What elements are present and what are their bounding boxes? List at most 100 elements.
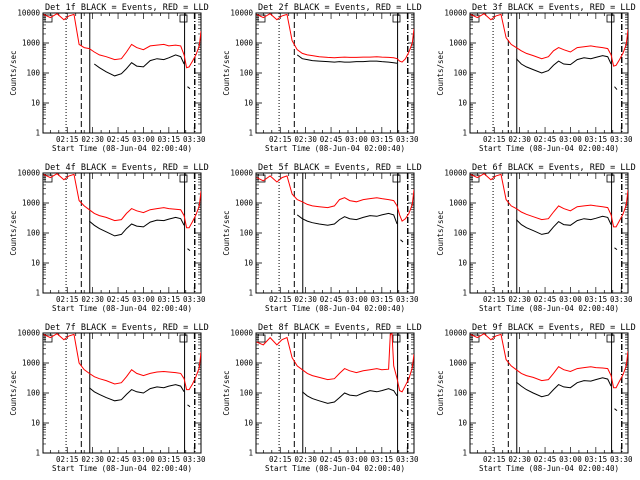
y-tick-label: 10000 — [17, 329, 40, 338]
x-tick-label: 03:15 — [585, 455, 608, 464]
series-line-events — [88, 384, 185, 402]
x-tick-label: 03:30 — [610, 135, 633, 144]
panel-title: Det 3f BLACK = Events, RED = LLD — [472, 3, 636, 13]
y-axis-label: Counts/sec — [222, 210, 231, 255]
y-tick-label: 1000 — [22, 359, 41, 368]
x-tick-label: 02:15 — [269, 295, 292, 304]
y-tick-label: 10 — [244, 99, 254, 108]
detector-panel: Det 3f BLACK = Events, RED = LLD 1 10 100 10… — [436, 3, 636, 153]
y-tick-label: 1 — [248, 129, 253, 138]
series-line-events_tail — [614, 86, 618, 90]
x-tick-label: 02:30 — [508, 455, 531, 464]
x-tick-label: 03:15 — [371, 455, 394, 464]
series-line-events — [296, 212, 398, 226]
series-line-events_tail — [187, 404, 191, 408]
y-tick-label: 1000 — [22, 39, 41, 48]
series-line-events — [515, 377, 612, 398]
series-line-lld — [43, 333, 201, 391]
corner-flag-box — [392, 334, 401, 343]
x-tick-label: 02:15 — [56, 455, 79, 464]
x-axis-label: Start Time (08-Jun-04 02:00:40) — [52, 144, 192, 153]
x-tick-label: 02:15 — [269, 135, 292, 144]
y-tick-label: 1 — [248, 449, 253, 458]
y-tick-label: 1 — [248, 289, 253, 298]
y-tick-label: 10000 — [444, 9, 467, 18]
y-axis-label: Counts/sec — [436, 50, 445, 95]
y-tick-label: 1000 — [235, 359, 254, 368]
x-tick-label: 02:15 — [269, 455, 292, 464]
corner-flag-box — [257, 14, 266, 23]
y-tick-label: 100 — [26, 229, 40, 238]
series-line-lld — [256, 333, 414, 393]
corner-flag-box — [606, 14, 615, 23]
series-line-events_tail — [187, 248, 191, 251]
detector-panel: Det 9f BLACK = Events, RED = LLD 1 10 100 10… — [436, 323, 636, 473]
panel-title: Det 2f BLACK = Events, RED = LLD — [258, 3, 422, 13]
corner-flag-box — [44, 334, 53, 343]
x-tick-label: 02:45 — [107, 295, 130, 304]
y-tick-label: 100 — [453, 69, 467, 78]
y-tick-label: 100 — [239, 389, 253, 398]
x-axis-label: Start Time (08-Jun-04 02:00:40) — [479, 304, 619, 313]
corner-flag-box — [606, 334, 615, 343]
x-tick-label: 02:30 — [81, 295, 104, 304]
x-tick-label: 03:30 — [396, 135, 419, 144]
y-axis-label: Counts/sec — [436, 370, 445, 415]
x-tick-label: 02:30 — [81, 135, 104, 144]
detector-panel: Det 4f BLACK = Events, RED = LLD 1 10 100 10… — [9, 163, 209, 313]
x-tick-label: 03:30 — [183, 295, 206, 304]
y-tick-label: 10 — [31, 99, 41, 108]
y-tick-label: 1000 — [449, 359, 468, 368]
series-line-events — [88, 216, 185, 237]
x-tick-label: 02:15 — [483, 295, 506, 304]
series-line-events — [296, 54, 398, 64]
x-tick-label: 03:30 — [183, 455, 206, 464]
corner-flag-box — [44, 174, 53, 183]
x-tick-label: 02:15 — [56, 135, 79, 144]
x-tick-label: 02:45 — [320, 455, 343, 464]
x-tick-label: 02:45 — [107, 455, 130, 464]
y-tick-label: 1000 — [449, 39, 468, 48]
corner-flag-box — [471, 14, 480, 23]
x-tick-label: 02:30 — [508, 295, 531, 304]
y-tick-label: 1 — [462, 289, 467, 298]
x-tick-label: 02:45 — [534, 295, 557, 304]
y-tick-label: 100 — [453, 229, 467, 238]
corner-flag-box — [471, 334, 480, 343]
detector-panel: Det 8f BLACK = Events, RED = LLD 1 10 100 10… — [222, 323, 422, 473]
y-tick-label: 100 — [26, 389, 40, 398]
series-line-events — [94, 54, 185, 77]
y-tick-label: 1 — [462, 449, 467, 458]
x-tick-label: 03:00 — [132, 455, 155, 464]
series-line-lld — [43, 173, 201, 229]
panel-title: Det 6f BLACK = Events, RED = LLD — [472, 163, 636, 173]
y-tick-label: 10000 — [444, 329, 467, 338]
x-axis-label: Start Time (08-Jun-04 02:00:40) — [52, 304, 192, 313]
y-tick-label: 10000 — [17, 169, 40, 178]
series-line-lld — [256, 13, 414, 63]
x-tick-label: 02:15 — [483, 455, 506, 464]
panel-title: Det 9f BLACK = Events, RED = LLD — [472, 323, 636, 333]
panel-title: Det 5f BLACK = Events, RED = LLD — [258, 163, 422, 173]
y-tick-label: 10000 — [230, 169, 253, 178]
series-line-lld — [43, 13, 201, 69]
x-tick-label: 02:15 — [56, 295, 79, 304]
series-line-events — [515, 55, 612, 74]
series-line-events — [515, 215, 612, 235]
y-tick-label: 1 — [35, 289, 40, 298]
corner-flag-box — [44, 14, 53, 23]
x-axis-label: Start Time (08-Jun-04 02:00:40) — [479, 464, 619, 473]
y-axis-label: Counts/sec — [9, 210, 18, 255]
x-tick-label: 03:30 — [396, 455, 419, 464]
detector-panel: Det 6f BLACK = Events, RED = LLD 1 10 100 10… — [436, 163, 636, 313]
series-line-events — [301, 388, 398, 404]
series-line-lld — [256, 175, 414, 222]
corner-flag-box — [179, 14, 188, 23]
corner-flag-box — [392, 14, 401, 23]
x-axis-label: Start Time (08-Jun-04 02:00:40) — [479, 144, 619, 153]
y-tick-label: 10 — [31, 259, 41, 268]
x-axis-label: Start Time (08-Jun-04 02:00:40) — [265, 464, 405, 473]
x-tick-label: 03:15 — [585, 135, 608, 144]
y-tick-label: 1 — [35, 449, 40, 458]
